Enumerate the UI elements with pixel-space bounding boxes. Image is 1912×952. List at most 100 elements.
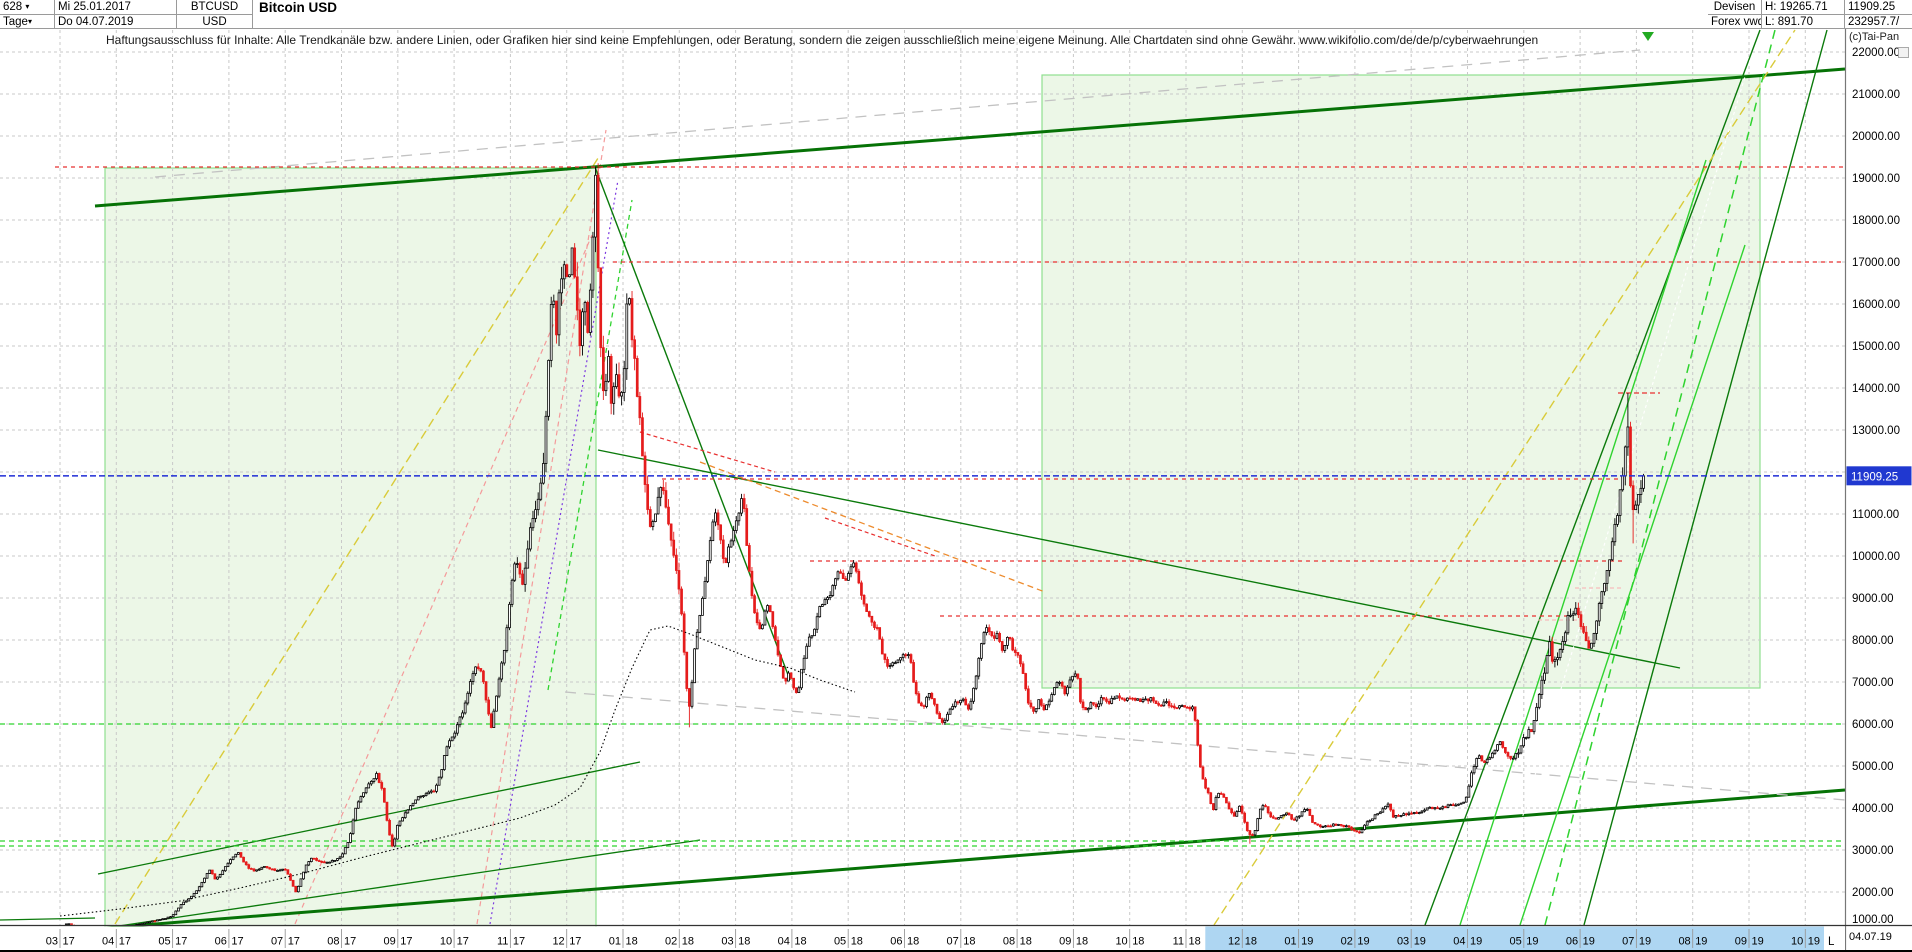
- svg-text:19: 19: [1639, 936, 1651, 948]
- currency-label: USD: [177, 15, 253, 29]
- svg-text:08: 08: [327, 936, 339, 948]
- svg-text:22000.00: 22000.00: [1852, 47, 1900, 59]
- svg-text:7000.00: 7000.00: [1852, 677, 1894, 689]
- tai-pan-watermark: (c)Tai-Pan: [1849, 31, 1900, 43]
- svg-text:18: 18: [1132, 936, 1144, 948]
- svg-text:18: 18: [1189, 936, 1201, 948]
- period-dropdown[interactable]: Tage▾: [0, 15, 55, 29]
- svg-text:14000.00: 14000.00: [1852, 383, 1900, 395]
- svg-text:11: 11: [497, 936, 508, 948]
- svg-text:08: 08: [1678, 936, 1690, 948]
- svg-text:19: 19: [1695, 936, 1707, 948]
- svg-text:17: 17: [231, 936, 243, 948]
- svg-text:18: 18: [738, 936, 750, 948]
- svg-text:5000.00: 5000.00: [1852, 761, 1894, 773]
- svg-text:03: 03: [1397, 936, 1409, 948]
- disclaimer-text: Haftungsausschluss für Inhalte: Alle Tre…: [106, 33, 1539, 47]
- svg-text:11: 11: [1173, 936, 1184, 948]
- wikifolio-link[interactable]: www.wikifolio.com/de/de/p/cyberwaehrunge…: [1299, 33, 1539, 47]
- svg-text:19: 19: [1583, 936, 1595, 948]
- instrument-title: Bitcoin USD: [253, 0, 1708, 29]
- svg-text:07: 07: [1622, 936, 1634, 948]
- svg-text:09: 09: [384, 936, 396, 948]
- date-from-field[interactable]: Mi 25.01.2017: [55, 0, 177, 15]
- svg-text:03: 03: [46, 936, 58, 948]
- y-axis: 22000.00 21000.00 20000.00 19000.00 18000.00…: [1844, 0, 1912, 952]
- svg-text:18: 18: [851, 936, 863, 948]
- svg-text:06: 06: [215, 936, 227, 948]
- low-value: L: 891.70: [1762, 15, 1845, 29]
- svg-text:3000.00: 3000.00: [1852, 845, 1894, 857]
- svg-text:06: 06: [1566, 936, 1578, 948]
- svg-text:03: 03: [721, 936, 733, 948]
- svg-text:17: 17: [175, 936, 187, 948]
- svg-text:9000.00: 9000.00: [1852, 593, 1894, 605]
- svg-text:17: 17: [344, 936, 356, 948]
- bars-count-dropdown[interactable]: 628 ▾: [0, 0, 55, 15]
- svg-text:17: 17: [513, 936, 525, 948]
- feed-label: Forex vwd: [1708, 15, 1762, 29]
- svg-text:02: 02: [1341, 936, 1353, 948]
- svg-text:18: 18: [794, 936, 806, 948]
- svg-text:13000.00: 13000.00: [1852, 425, 1900, 437]
- high-value: H: 19265.71: [1762, 0, 1845, 15]
- trend-regions: [104, 74, 1761, 931]
- svg-text:11909.25: 11909.25: [1851, 471, 1898, 483]
- svg-text:17: 17: [569, 936, 581, 948]
- svg-text:17: 17: [400, 936, 412, 948]
- symbol-label: BTCUSD: [177, 0, 253, 15]
- svg-text:20000.00: 20000.00: [1852, 131, 1900, 143]
- svg-text:17: 17: [457, 936, 469, 948]
- svg-text:19: 19: [1526, 936, 1538, 948]
- svg-text:04: 04: [1453, 936, 1465, 948]
- svg-text:8000.00: 8000.00: [1852, 635, 1894, 647]
- grid: [0, 30, 1845, 925]
- svg-text:09: 09: [1059, 936, 1071, 948]
- date-to-field[interactable]: Do 04.07.2019: [55, 15, 177, 29]
- x-axis[interactable]: 03 17 04 17 05 17 06 17 07 17 08 17 09 17 10 17 11 17 12 17…: [0, 924, 1912, 952]
- scrollbar-handle-icon[interactable]: [1898, 47, 1909, 58]
- svg-text:6000.00: 6000.00: [1852, 719, 1894, 731]
- svg-text:17: 17: [288, 936, 300, 948]
- signal-triangle-icon[interactable]: [1642, 32, 1654, 41]
- svg-text:01: 01: [1284, 936, 1296, 948]
- svg-text:10: 10: [440, 936, 452, 948]
- svg-text:1000.00: 1000.00: [1852, 914, 1894, 926]
- svg-text:10: 10: [1115, 936, 1127, 948]
- svg-text:21000.00: 21000.00: [1852, 89, 1900, 101]
- svg-text:18: 18: [1076, 936, 1088, 948]
- svg-text:19: 19: [1357, 936, 1369, 948]
- last-marker-label: L: [1828, 936, 1835, 948]
- last-price-value: 11909.25: [1845, 0, 1912, 15]
- svg-text:04: 04: [102, 936, 114, 948]
- svg-text:2000.00: 2000.00: [1852, 887, 1894, 899]
- svg-text:18: 18: [1245, 936, 1257, 948]
- svg-text:04: 04: [778, 936, 790, 948]
- svg-text:07: 07: [947, 936, 959, 948]
- svg-text:07: 07: [271, 936, 283, 948]
- svg-text:10: 10: [1791, 936, 1803, 948]
- svg-text:4000.00: 4000.00: [1852, 803, 1894, 815]
- svg-text:18000.00: 18000.00: [1852, 215, 1900, 227]
- current-price-badge: 11909.25: [1846, 466, 1912, 486]
- svg-text:17: 17: [63, 936, 75, 948]
- svg-text:01: 01: [609, 936, 621, 948]
- svg-text:18: 18: [1020, 936, 1032, 948]
- svg-text:19: 19: [1414, 936, 1426, 948]
- svg-text:18: 18: [963, 936, 975, 948]
- svg-text:18: 18: [626, 936, 638, 948]
- svg-text:19000.00: 19000.00: [1852, 173, 1900, 185]
- market-label: Devisen: [1708, 0, 1762, 15]
- chevron-down-icon: ▾: [27, 17, 32, 26]
- svg-text:18: 18: [907, 936, 919, 948]
- svg-text:05: 05: [1510, 936, 1522, 948]
- axis-corner-date: 04.07.19: [1849, 931, 1892, 943]
- svg-text:19: 19: [1301, 936, 1313, 948]
- svg-text:19: 19: [1470, 936, 1482, 948]
- svg-text:19: 19: [1752, 936, 1764, 948]
- svg-text:12: 12: [1228, 936, 1240, 948]
- svg-text:05: 05: [158, 936, 170, 948]
- svg-text:09: 09: [1735, 936, 1747, 948]
